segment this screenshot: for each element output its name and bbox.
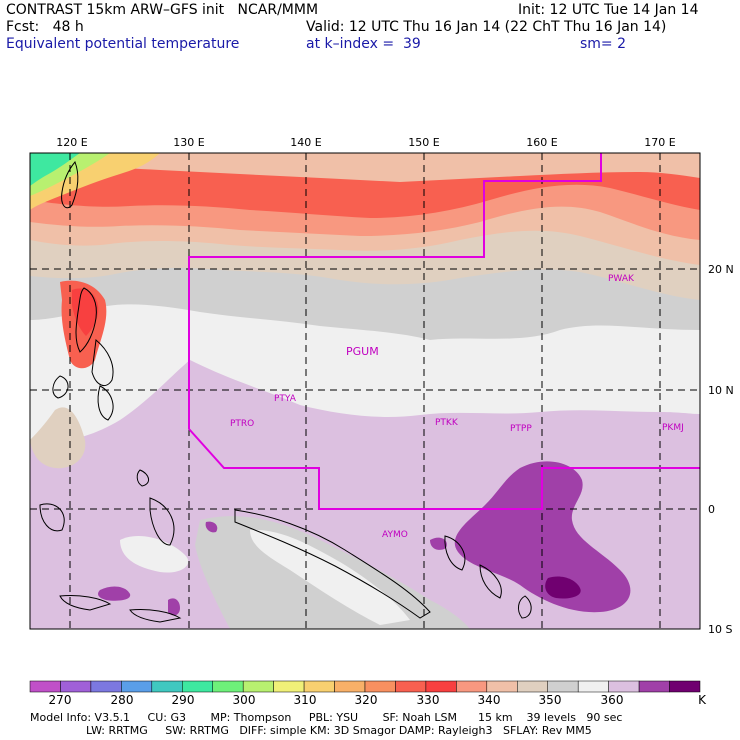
theta-e-field bbox=[30, 153, 700, 629]
station-ptya: PTYA bbox=[274, 394, 297, 404]
colorbar-swatch bbox=[151, 680, 183, 693]
lat-label-10n: 10 N bbox=[708, 384, 734, 397]
map-frame bbox=[29, 152, 701, 630]
lon-label-120e: 120 E bbox=[56, 136, 87, 149]
footer-model-info: Model Info: V3.5.1 CU: G3 MP: Thompson P… bbox=[30, 711, 623, 724]
colorbar-swatch bbox=[486, 680, 518, 693]
colorbar bbox=[29, 680, 701, 693]
colorbar-swatch bbox=[364, 680, 396, 693]
coastlines bbox=[39, 161, 532, 623]
colorbar-swatch bbox=[121, 680, 153, 693]
colorbar-swatch bbox=[669, 680, 701, 693]
colorbar-swatch bbox=[29, 680, 61, 693]
colorbar-swatch bbox=[517, 680, 548, 693]
station-pwak: PWAK bbox=[608, 274, 635, 284]
station-ptro: PTRO bbox=[230, 419, 254, 429]
header-model-title: CONTRAST 15km ARW–GFS init NCAR/MMM bbox=[6, 2, 319, 18]
lat-label-20n: 20 N bbox=[708, 263, 734, 276]
colorbar-label-300: 300 bbox=[232, 693, 256, 707]
colorbar-swatch bbox=[425, 680, 457, 693]
colorbar-swatch bbox=[303, 680, 335, 693]
header-smoothing: sm= 2 bbox=[580, 36, 627, 52]
colorbar-label-270: 270 bbox=[48, 693, 72, 707]
station-pgum: PGUM bbox=[346, 345, 379, 358]
colorbar-swatch bbox=[577, 680, 609, 693]
colorbar-unit: K bbox=[698, 693, 706, 707]
colorbar-swatch bbox=[242, 680, 274, 693]
colorbar-swatch bbox=[456, 680, 488, 693]
station-ptpp: PTPP bbox=[510, 424, 532, 434]
colorbar-label-340: 340 bbox=[477, 693, 501, 707]
graticule bbox=[30, 153, 700, 629]
lon-label-170e: 170 E bbox=[644, 136, 675, 149]
station-pkmj: PKMJ bbox=[662, 423, 684, 433]
footer-physics-info: LW: RRTMG SW: RRTMG DIFF: simple KM: 3D … bbox=[30, 724, 592, 737]
colorbar-label-350: 350 bbox=[538, 693, 562, 707]
colorbar-label-360: 360 bbox=[600, 693, 624, 707]
colorbar-swatch bbox=[334, 680, 366, 693]
header-k-index: at k–index = 39 bbox=[306, 36, 421, 52]
colorbar-label-320: 320 bbox=[354, 693, 378, 707]
lat-label-10s: 10 S bbox=[708, 623, 732, 636]
colorbar-swatch bbox=[90, 680, 122, 693]
colorbar-swatch bbox=[60, 680, 92, 693]
header-init-time: Init: 12 UTC Tue 14 Jan 14 bbox=[518, 2, 699, 18]
colorbar-label-330: 330 bbox=[416, 693, 440, 707]
colorbar-swatch bbox=[212, 680, 244, 693]
header-field-name: Equivalent potential temperature bbox=[6, 36, 240, 52]
lon-label-130e: 130 E bbox=[173, 136, 204, 149]
colorbar-label-280: 280 bbox=[110, 693, 134, 707]
colorbar-swatch bbox=[182, 680, 213, 693]
station-ptkk: PTKK bbox=[435, 418, 459, 428]
lon-label-140e: 140 E bbox=[290, 136, 321, 149]
header-forecast-hour: Fcst: 48 h bbox=[6, 19, 84, 35]
colorbar-swatch bbox=[547, 680, 579, 693]
region-boundary bbox=[188, 153, 700, 510]
colorbar-swatch bbox=[638, 680, 670, 693]
colorbar-swatch bbox=[395, 680, 427, 693]
colorbar-swatch bbox=[608, 680, 640, 693]
lon-label-150e: 150 E bbox=[408, 136, 439, 149]
colorbar-label-290: 290 bbox=[171, 693, 195, 707]
station-aymo: AYMO bbox=[382, 530, 408, 540]
lon-label-160e: 160 E bbox=[526, 136, 557, 149]
colorbar-label-310: 310 bbox=[293, 693, 317, 707]
header-valid-time: Valid: 12 UTC Thu 16 Jan 14 (22 ChT Thu … bbox=[306, 19, 667, 35]
lat-label-0: 0 bbox=[708, 503, 715, 516]
colorbar-swatch bbox=[273, 680, 305, 693]
